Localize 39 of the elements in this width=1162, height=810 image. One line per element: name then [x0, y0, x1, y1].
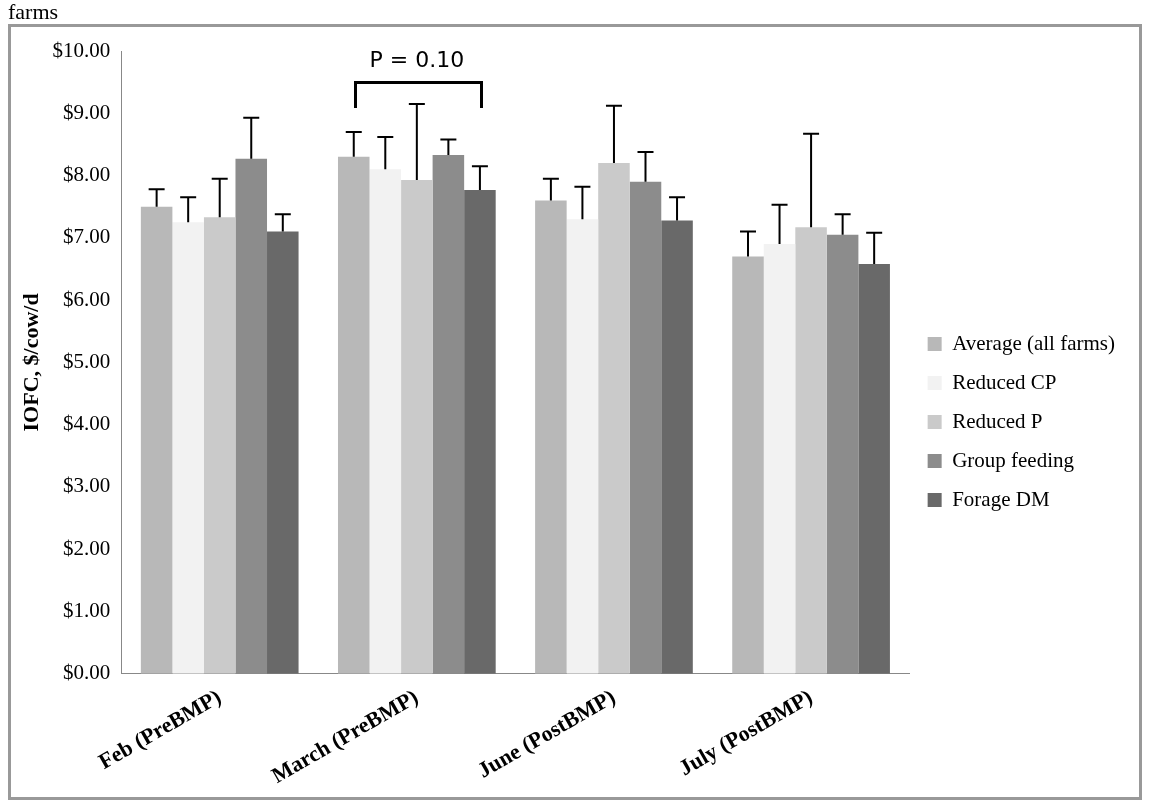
bar: [172, 222, 204, 674]
bar: [369, 169, 402, 674]
y-tick-label: $10.00: [52, 37, 111, 62]
legend-label: Group feeding: [952, 447, 1075, 472]
y-tick-label: $6.00: [62, 286, 111, 311]
text: farms: [8, 0, 60, 24]
legend-label: Reduced CP: [952, 369, 1057, 394]
bar: [661, 220, 693, 674]
y-tick-label: $0.00: [62, 660, 111, 685]
bar: [629, 181, 662, 674]
bar: [763, 244, 796, 674]
bar: [795, 227, 827, 674]
bar: [732, 256, 764, 674]
bar: [826, 234, 859, 674]
legend-label: Forage DM: [952, 486, 1050, 511]
bar: [337, 156, 370, 674]
y-tick-label: $7.00: [62, 224, 111, 249]
bar: [535, 200, 567, 674]
annotation: P = 0.10: [368, 47, 466, 72]
bar: [203, 217, 236, 674]
y-tick-label: $3.00: [62, 473, 111, 498]
bar: [235, 158, 268, 674]
bar: [267, 231, 299, 674]
bar: [401, 179, 433, 674]
legend-label: Average (all farms): [952, 330, 1116, 355]
bar: [858, 263, 890, 674]
bar: [566, 219, 599, 674]
y-tick-label: $9.00: [62, 99, 111, 124]
y-axis-title: IOFC, $/cow/d: [17, 293, 43, 432]
bar: [432, 155, 465, 674]
y-tick-label: $1.00: [62, 598, 111, 623]
y-tick-label: $8.00: [62, 162, 111, 187]
bar: [598, 163, 630, 674]
y-tick-label: $4.00: [62, 411, 111, 436]
bar: [140, 206, 173, 674]
y-tick-label: $5.00: [62, 348, 111, 373]
y-tick-label: $2.00: [62, 535, 111, 560]
bar: [464, 189, 496, 674]
legend-label: Reduced P: [952, 408, 1043, 433]
